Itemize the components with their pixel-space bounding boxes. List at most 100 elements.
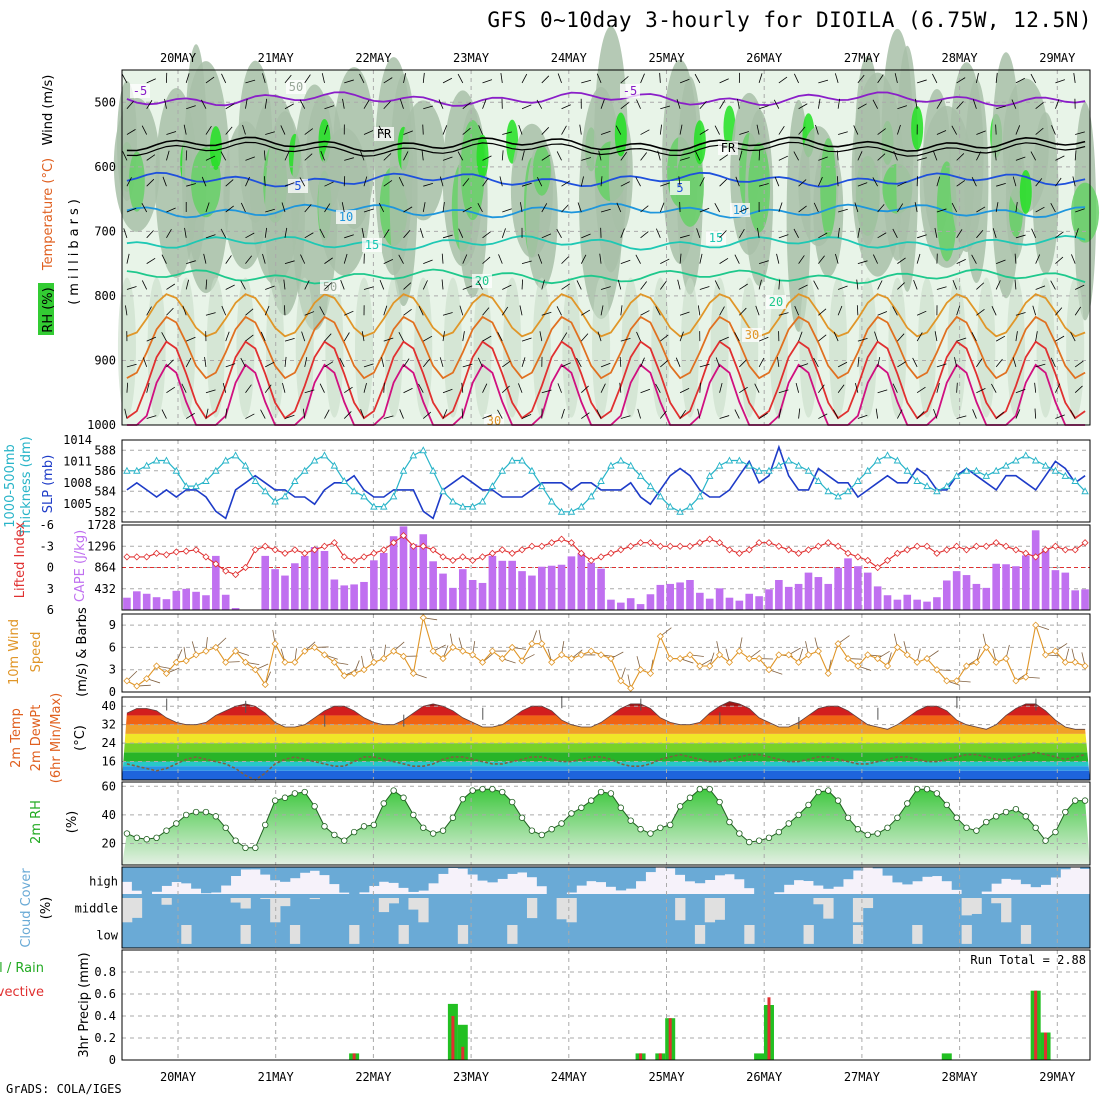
wind-barb xyxy=(581,79,592,84)
wind-barb xyxy=(996,182,1006,187)
rh2-point xyxy=(558,820,565,827)
wind-barb xyxy=(1055,307,1063,316)
wind-barb xyxy=(146,336,157,342)
cape-bar xyxy=(379,552,388,610)
wind-barb xyxy=(719,257,729,264)
lifted-index-point xyxy=(706,535,714,543)
lifted-index-point xyxy=(1041,546,1050,554)
wind-speed-point xyxy=(409,669,417,677)
lifted-index-point xyxy=(261,542,269,550)
wind-barb xyxy=(952,280,958,290)
wind-barb xyxy=(1055,155,1065,161)
wind-barb xyxy=(619,382,622,393)
cape-bar xyxy=(646,594,655,610)
cloud-high-cell xyxy=(526,867,538,878)
cloud-high-cell xyxy=(161,867,172,886)
wind-barb xyxy=(699,100,707,109)
thickness-point xyxy=(518,456,526,464)
wind-panel-frame xyxy=(121,613,1091,693)
wind-barb xyxy=(161,254,167,264)
wind-barb xyxy=(363,382,367,393)
rh2-point xyxy=(173,820,180,827)
wind-barb xyxy=(897,124,901,135)
lifted-index-point xyxy=(962,546,971,554)
cloud-high-cell xyxy=(1030,867,1042,888)
rh-contour-fill xyxy=(384,277,403,418)
wind-barb xyxy=(284,305,286,316)
wind-barb xyxy=(225,103,235,110)
wind-barb xyxy=(976,282,985,290)
wind-barb xyxy=(739,131,750,135)
wind-barb xyxy=(813,280,819,290)
rh2-point xyxy=(765,834,773,842)
wind-barb xyxy=(932,150,938,161)
wind-barb xyxy=(758,260,769,265)
wind-barb xyxy=(363,176,368,187)
rh2-point xyxy=(281,794,289,801)
cape-bar xyxy=(458,569,467,610)
cloud-high-cell xyxy=(477,867,488,881)
wind-barb xyxy=(620,305,623,316)
cloud-middle-clear xyxy=(418,898,429,923)
lifted-index-point xyxy=(153,549,161,557)
cloud-high-cell xyxy=(744,867,755,889)
wind-barb xyxy=(758,357,765,368)
cloud-high-cell xyxy=(823,867,834,889)
wind-barb xyxy=(245,255,253,264)
lifted-index-point xyxy=(992,539,1000,547)
wind-barb xyxy=(439,357,444,368)
lifted-index-point xyxy=(824,539,832,547)
wind-barb xyxy=(838,208,848,213)
wind-barb xyxy=(738,150,743,161)
rh2-point xyxy=(390,787,397,794)
wind-speed-point xyxy=(419,614,427,622)
rh-contour-fill xyxy=(443,277,462,418)
wind-speed-point xyxy=(360,666,368,674)
rh2-point xyxy=(716,798,723,806)
wind-speed-point xyxy=(676,655,684,663)
thickness-point xyxy=(557,507,566,515)
wind-barb xyxy=(793,151,799,161)
cloud-high-cell xyxy=(546,867,558,894)
thickness-point xyxy=(636,471,645,479)
cloud-high-cell xyxy=(339,867,350,893)
wind-speed-point xyxy=(785,651,793,659)
wind-barb xyxy=(857,414,868,419)
cape-bar xyxy=(1041,548,1050,610)
contour-label: 10 xyxy=(733,203,747,217)
rh-contour-fill xyxy=(147,277,166,418)
wind-barb xyxy=(655,306,661,316)
rh2-point xyxy=(587,797,595,804)
pressure-tick-label: 700 xyxy=(94,224,116,238)
thickness-point xyxy=(172,466,181,474)
wind-barb xyxy=(500,72,503,83)
thickness-point xyxy=(419,446,428,454)
wind-barb xyxy=(600,286,611,290)
wind-barb xyxy=(556,228,562,239)
cloud-high-cell xyxy=(141,867,153,894)
cape-bar xyxy=(814,577,823,610)
lifted-index-point xyxy=(893,549,901,557)
cloud-high-cell xyxy=(122,867,133,882)
wind-barb xyxy=(719,78,729,84)
wind-barb xyxy=(183,124,187,135)
cape-bar xyxy=(952,571,961,610)
wind-barb xyxy=(995,358,1003,368)
cloud-middle-clear xyxy=(556,898,567,920)
wind-barb xyxy=(403,282,412,290)
cloud-high-cell xyxy=(319,867,330,876)
lifted-index-point xyxy=(360,553,368,561)
wind-barb xyxy=(126,363,137,368)
wind-speed-point xyxy=(439,655,447,663)
wind-barb xyxy=(284,260,295,265)
cape-bar xyxy=(547,565,556,610)
wind-barb xyxy=(714,203,720,213)
wind-barb xyxy=(304,357,308,367)
wind-barb xyxy=(383,305,388,316)
wind-barb xyxy=(201,99,207,109)
wind-barb xyxy=(916,310,927,316)
date-label-top: 23MAY xyxy=(453,51,490,65)
thickness-point xyxy=(1041,461,1050,469)
wind-speed-point xyxy=(597,651,605,659)
rh-contour-fill xyxy=(651,277,670,418)
